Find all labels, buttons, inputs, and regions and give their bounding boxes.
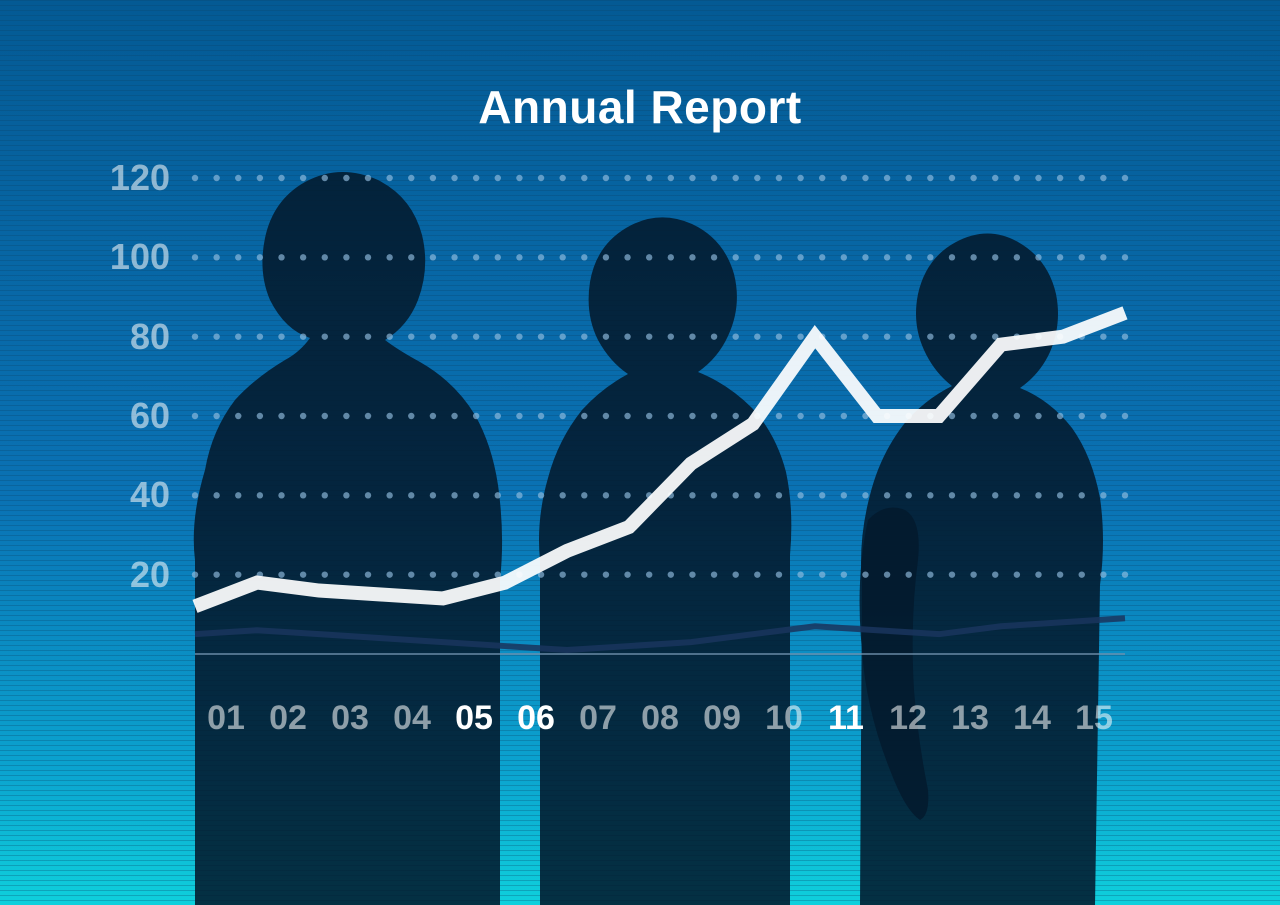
x-tick-label: 09	[692, 699, 752, 738]
x-tick-label: 12	[878, 699, 938, 738]
x-tick-label: 03	[320, 699, 380, 738]
y-tick-label: 40	[0, 474, 170, 516]
x-tick-label: 07	[568, 699, 628, 738]
x-tick-label: 14	[1002, 699, 1062, 738]
x-tick-label: 05	[444, 699, 504, 738]
infographic-stage: Annual Report 20406080100120 01020304050…	[0, 0, 1280, 905]
y-tick-label: 60	[0, 395, 170, 437]
x-tick-label: 08	[630, 699, 690, 738]
x-tick-label: 06	[506, 699, 566, 738]
y-tick-label: 120	[0, 157, 170, 199]
x-tick-label: 11	[816, 699, 876, 738]
series-primary	[195, 313, 1125, 607]
y-tick-label: 20	[0, 554, 170, 596]
y-tick-label: 80	[0, 316, 170, 358]
line-chart	[0, 0, 1280, 905]
x-tick-label: 04	[382, 699, 442, 738]
series-secondary	[195, 618, 1125, 650]
x-tick-label: 15	[1064, 699, 1124, 738]
x-tick-label: 13	[940, 699, 1000, 738]
chart-series	[195, 313, 1125, 650]
x-tick-label: 01	[196, 699, 256, 738]
x-tick-label: 10	[754, 699, 814, 738]
chart-grid	[192, 175, 1128, 578]
y-tick-label: 100	[0, 236, 170, 278]
x-tick-label: 02	[258, 699, 318, 738]
